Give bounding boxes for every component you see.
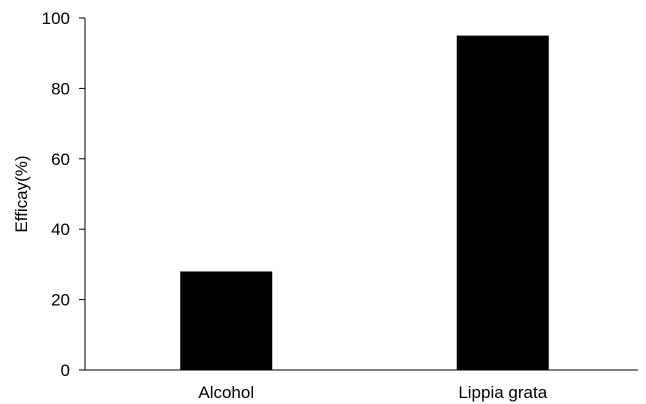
y-tick-label: 40 bbox=[51, 220, 70, 239]
y-tick-label: 60 bbox=[51, 150, 70, 169]
x-tick-labels: Alcohol Lippia grata bbox=[198, 383, 547, 402]
y-tick-label: 80 bbox=[51, 79, 70, 98]
y-tick-label: 100 bbox=[42, 9, 70, 28]
y-axis-title: Efficay(%) bbox=[12, 155, 31, 232]
bar-lippia-grata bbox=[456, 35, 549, 370]
y-ticks: 0 20 40 60 80 100 bbox=[42, 9, 85, 380]
bars bbox=[180, 35, 549, 370]
x-tick-label: Lippia grata bbox=[458, 383, 547, 402]
x-tick-label: Alcohol bbox=[198, 383, 254, 402]
y-tick-label: 20 bbox=[51, 291, 70, 310]
bar-alcohol bbox=[180, 271, 273, 370]
plot-area: 0 20 40 60 80 100 Alcohol Lippia grata bbox=[42, 9, 638, 402]
y-tick-label: 0 bbox=[61, 361, 70, 380]
